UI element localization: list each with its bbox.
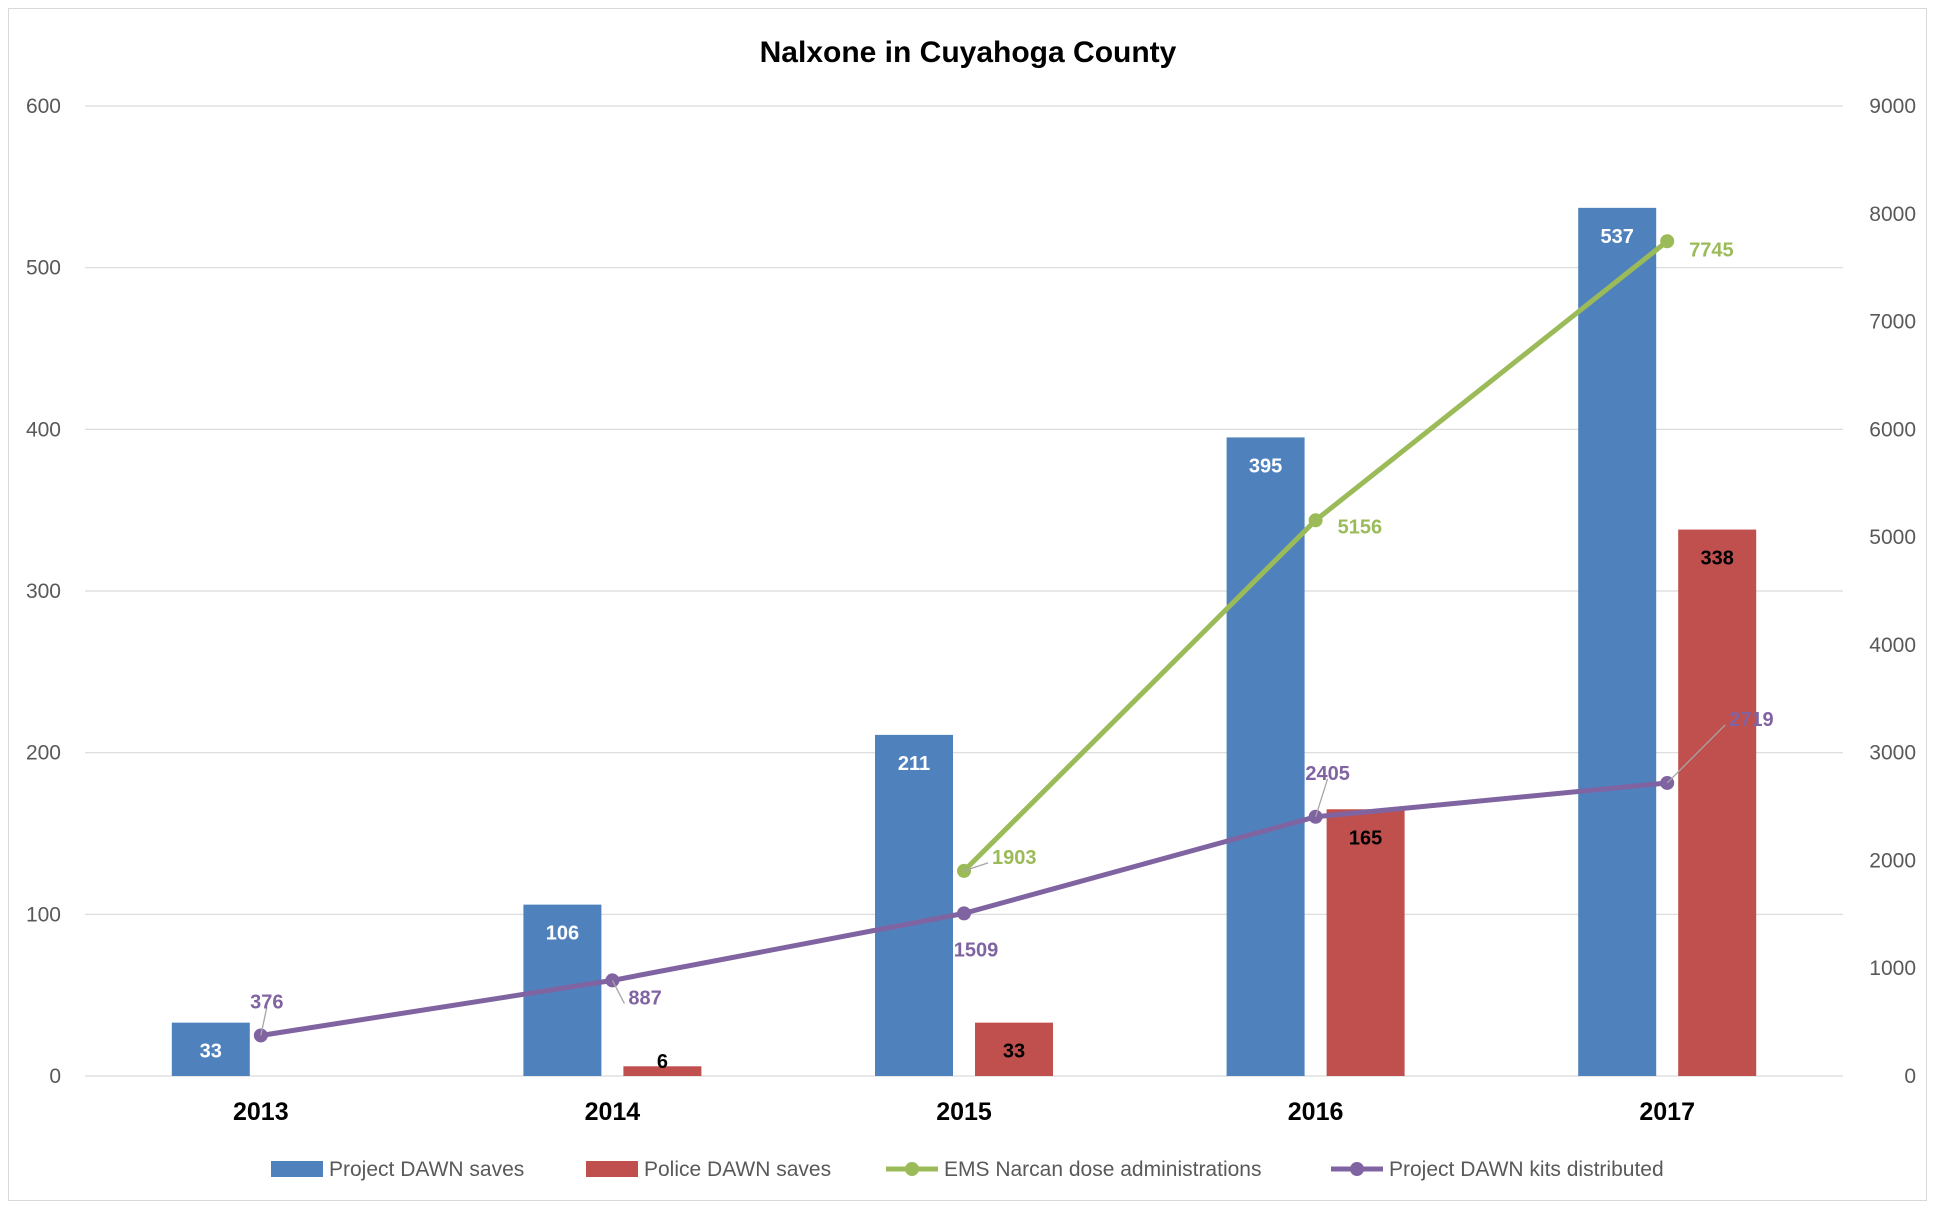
x-tick-label: 2017 (1639, 1098, 1695, 1126)
point-project-dawn-kits-distributed (253, 1028, 268, 1043)
bar-project-dawn-saves (171, 1022, 250, 1076)
left-tick-label: 200 (26, 742, 61, 765)
left-tick-label: 500 (26, 257, 61, 280)
right-tick-label: 6000 (1869, 418, 1916, 441)
legend: Project DAWN saves Police DAWN saves EMS N… (271, 1158, 1664, 1181)
left-tick-label: 100 (26, 903, 61, 926)
legend-label: EMS Narcan dose administrations (944, 1158, 1261, 1181)
bar-data-label: 106 (546, 923, 579, 945)
bar-police-dawn-saves (1326, 809, 1405, 1076)
chart-title: Nalxone in Cuyahoga County (760, 36, 1177, 69)
legend-label: Police DAWN saves (644, 1158, 831, 1181)
bar-data-label: 165 (1349, 827, 1382, 849)
bar-data-label: 211 (898, 753, 930, 775)
bar-project-dawn-saves (1226, 437, 1305, 1077)
line-data-label: 1509 (954, 939, 999, 961)
line-data-label: 5156 (1338, 516, 1383, 538)
line-data-label: 887 (628, 987, 661, 1009)
line-data-label: 2405 (1305, 763, 1350, 785)
leader-line (963, 862, 989, 872)
bar-data-label: 6 (657, 1051, 668, 1073)
bar-police-dawn-saves (1678, 529, 1757, 1076)
legend-swatch (586, 1161, 638, 1177)
chart-container: Nalxone in Cuyahoga County 0 100 200 300 400… (8, 8, 1927, 1201)
bar-data-label: 33 (1003, 1041, 1025, 1063)
bar-project-dawn-saves (1578, 207, 1657, 1077)
left-tick-label: 0 (49, 1065, 61, 1088)
leader-line (1314, 778, 1329, 817)
right-tick-label: 7000 (1869, 311, 1916, 334)
legend-label: Project DAWN saves (329, 1158, 524, 1181)
right-tick-label: 9000 (1869, 95, 1916, 118)
point-project-dawn-kits-distributed (957, 906, 971, 921)
left-tick-label: 400 (26, 418, 61, 441)
legend-swatch (271, 1161, 323, 1177)
bar-police-dawn-saves (623, 1066, 702, 1076)
right-tick-label: 5000 (1869, 526, 1916, 549)
line-data-label: 7745 (1689, 239, 1734, 261)
x-tick-label: 2015 (936, 1098, 992, 1126)
combo-chart: Nalxone in Cuyahoga County 0 100 200 300 400… (26, 36, 1916, 1181)
right-tick-label: 8000 (1869, 203, 1916, 226)
right-tick-label: 2000 (1869, 849, 1916, 872)
bar-data-label: 33 (200, 1041, 222, 1063)
x-tick-label: 2016 (1288, 1098, 1344, 1126)
right-y-axis: 0 1000 2000 3000 4000 5000 6000 7000 8000 9000 (1869, 95, 1916, 1088)
leader-line (611, 980, 625, 1004)
line-data-label: 376 (250, 991, 283, 1013)
line-data-label: 1903 (992, 847, 1037, 869)
point-ems-narcan-dose-administrations (1308, 513, 1323, 528)
lines (253, 234, 1675, 1043)
right-tick-label: 4000 (1869, 634, 1916, 657)
data-labels: 33 106 211 395 537 6 33 165 338 1903 5156 7745 376 88… (200, 226, 1774, 1073)
legend-marker (905, 1162, 919, 1176)
legend-label: Project DAWN kits distributed (1389, 1158, 1664, 1181)
x-tick-label: 2014 (585, 1098, 641, 1126)
bar-data-label: 395 (1249, 455, 1282, 477)
leader-line (260, 1007, 268, 1036)
bar-project-dawn-saves (875, 734, 953, 1076)
gridlines (85, 105, 1843, 1077)
point-ems-narcan-dose-administrations (1660, 234, 1675, 249)
right-tick-label: 0 (1904, 1065, 1916, 1088)
bars (171, 207, 1757, 1077)
x-axis: 2013 2014 2015 2016 2017 (233, 1098, 1695, 1126)
left-tick-label: 600 (26, 95, 61, 118)
right-tick-label: 1000 (1869, 957, 1916, 980)
x-tick-label: 2013 (233, 1098, 289, 1126)
leader-line (1666, 724, 1726, 784)
line-data-label: 2719 (1729, 709, 1774, 731)
bar-data-label: 537 (1601, 226, 1634, 248)
legend-marker (1350, 1162, 1364, 1176)
left-y-axis: 0 100 200 300 400 500 600 (26, 95, 61, 1088)
bar-data-label: 338 (1701, 548, 1734, 570)
bar-police-dawn-saves (975, 1022, 1053, 1076)
right-tick-label: 3000 (1869, 742, 1916, 765)
left-tick-label: 300 (26, 580, 61, 603)
